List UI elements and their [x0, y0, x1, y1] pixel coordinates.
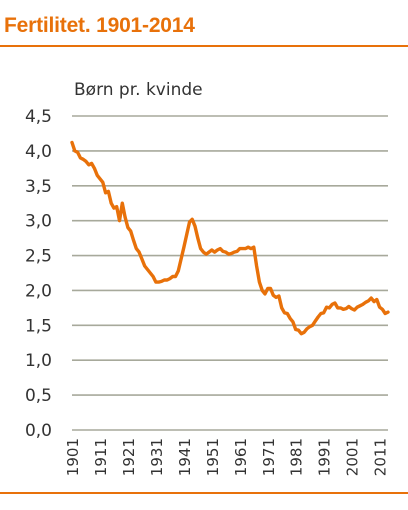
y-tick-labels: 0,0 0,5 1,0 1,5 2,0 2,5 3,0 3,5 4,0 4,5: [25, 107, 52, 441]
x-tick-label: 1951: [204, 438, 222, 476]
top-divider: [0, 45, 408, 47]
y-tick-label: 0,5: [25, 386, 52, 406]
x-tick-label: 1921: [120, 438, 138, 476]
x-tick-label: 1981: [288, 438, 306, 476]
x-tick-label: 1961: [232, 438, 250, 476]
y-axis-label: Børn pr. kvinde: [74, 80, 203, 100]
x-tick-label: 2001: [344, 438, 362, 476]
x-tick-label: 1941: [176, 438, 194, 476]
chart-title: Fertilitet. 1901-2014: [4, 14, 195, 37]
x-tick-label: 1931: [148, 438, 166, 476]
y-tick-label: 4,5: [25, 107, 52, 127]
y-tick-label: 1,0: [25, 351, 52, 371]
grid-lines: [72, 115, 388, 431]
series-group: [70, 140, 390, 336]
y-tick-label: 3,5: [25, 177, 52, 197]
fertility-series-line: [70, 140, 390, 336]
y-tick-label: 1,5: [25, 316, 52, 336]
x-tick-label: 1901: [64, 438, 82, 476]
x-tick-label: 1911: [92, 438, 110, 476]
x-tick-label: 1991: [316, 438, 334, 476]
x-tick-label: 2011: [372, 438, 390, 476]
y-tick-label: 4,0: [25, 142, 52, 162]
y-tick-label: 2,5: [25, 247, 52, 267]
y-tick-label: 3,0: [25, 212, 52, 232]
x-tick-label: 1971: [260, 438, 278, 476]
y-tick-label: 0,0: [25, 421, 52, 441]
y-tick-label: 2,0: [25, 281, 52, 301]
x-tick-labels: 1901 1911 1921 1931 1941 1951 1961 1971 1981 1991…: [64, 438, 390, 476]
bottom-divider: [0, 492, 408, 494]
